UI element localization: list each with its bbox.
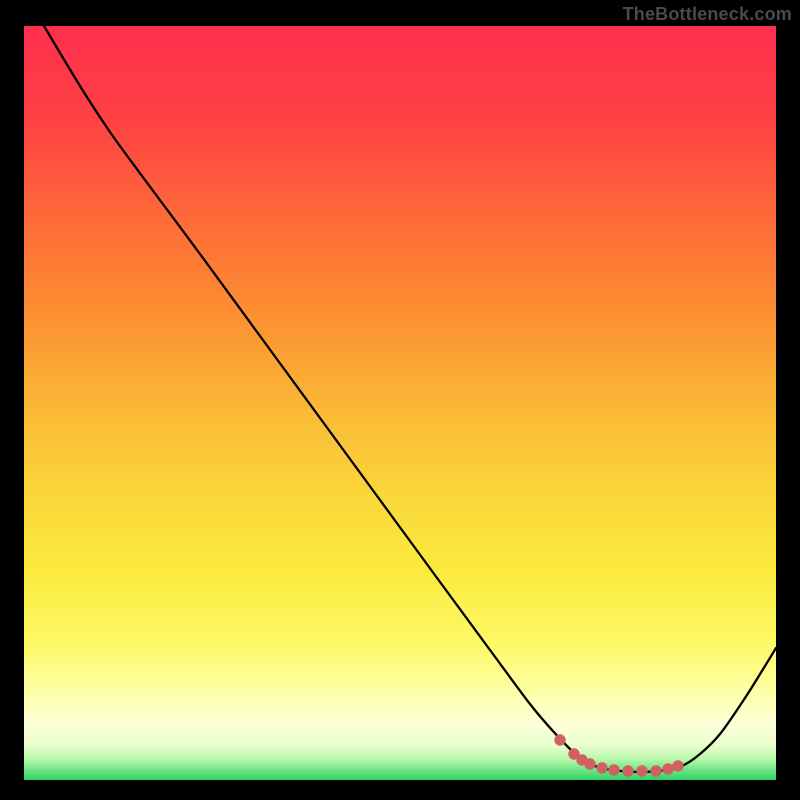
plot-background-gradient (24, 26, 776, 780)
marker-dot (651, 766, 661, 776)
marker-dot (609, 765, 619, 775)
marker-dot (637, 766, 647, 776)
chart-stage (0, 0, 800, 800)
marker-dot (585, 759, 595, 769)
gradient-curve-chart (0, 0, 800, 800)
marker-dot (663, 764, 673, 774)
marker-dot (673, 761, 683, 771)
marker-dot (555, 735, 565, 745)
marker-dot (623, 766, 633, 776)
watermark-text: TheBottleneck.com (623, 4, 792, 25)
marker-dot (597, 763, 607, 773)
